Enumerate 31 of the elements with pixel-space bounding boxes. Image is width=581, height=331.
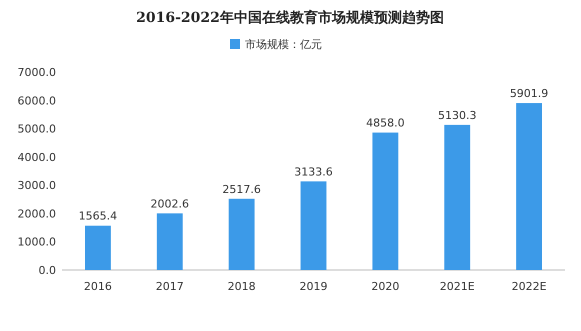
text: 3133.6 [294,165,333,178]
bar [156,213,183,270]
x-tick-label: 2022E [512,280,547,293]
text: 2517.6 [222,182,261,196]
bar [516,103,542,270]
bar [84,226,111,270]
y-tick-label: 3000.0 [18,179,56,192]
x-tick-label: 2019 [300,280,328,293]
y-tick-label: 1000.0 [18,236,56,249]
y-tick-label: 7000.0 [18,66,56,79]
y-tick-label: 6000.0 [18,94,56,108]
text: 4858.0 [366,116,405,130]
y-tick-label: 0.0 [38,264,56,277]
bar [372,132,398,270]
text: 2002.6 [150,197,190,210]
x-tick-label: 2018 [228,280,256,293]
bar [444,124,470,270]
text: 5130.3 [438,108,476,122]
bar [300,181,326,270]
x-tick-label: 2020 [371,280,400,293]
x-tick-label: 2016 [84,280,112,293]
bar [228,198,255,270]
y-tick-label: 4000.0 [18,150,56,164]
legend-label: 市场规模：亿元 [245,38,322,51]
text: 5901.9 [510,87,548,100]
text: 1565.4 [78,210,118,223]
y-tick-label: 5000.0 [18,122,56,136]
chart-title: 2016-2022年中国在线教育市场规模预测趋势图 [136,9,444,26]
x-tick-label: 2021E [440,280,475,293]
x-tick-label: 2017 [156,280,184,293]
y-tick-label: 2000.0 [18,207,56,220]
